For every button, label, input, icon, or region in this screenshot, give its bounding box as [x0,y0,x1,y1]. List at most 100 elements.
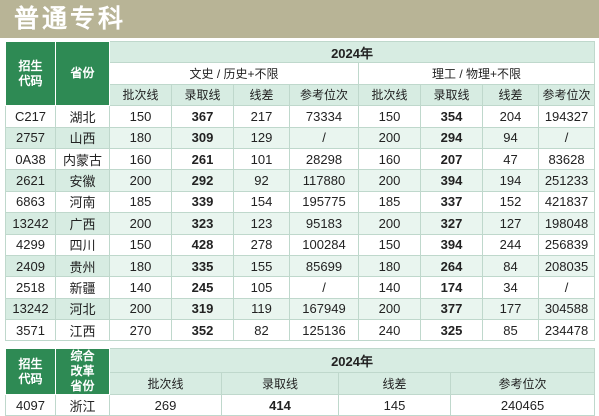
cell-arts-score-diff: 217 [233,105,290,128]
cell-province: 湖北 [55,105,110,128]
cell-science-reference-rank: 208035 [537,254,596,278]
header-arts-admission-score: 录取线 [171,83,234,107]
cell-science-batch-line: 200 [358,126,421,149]
header-arts-group: 文史 / 历史+不限 [109,62,359,85]
cell-province: 四川 [55,233,110,256]
cell-science-admission-score: 394 [420,233,483,256]
cell-arts-batch-line: 200 [109,169,172,192]
cell-arts-batch-line: 150 [109,105,172,128]
cell-arts-reference-rank: 167949 [289,297,359,321]
cell-science-admission-score: 377 [420,297,483,321]
cell-arts-batch-line: 180 [109,254,172,278]
cell-arts-score-diff: 155 [233,254,290,278]
cell-score-diff: 145 [338,394,451,416]
cell-arts-score-diff: 123 [233,212,290,235]
header-science-score-diff: 线差 [482,83,539,107]
cell-science-batch-line: 200 [358,212,421,235]
cell-science-score-diff: 85 [482,319,539,342]
table-row: 2757 山西 180 309 129/200 294 94/ [5,126,596,149]
table-row: 4299 四川 150 428 278 100284 150 394 244 256839 [5,233,596,256]
header-batch-line: 批次线 [109,371,222,396]
cell-reference-rank: 240465 [449,394,596,416]
cell-science-batch-line: 180 [358,254,421,278]
cell-science-batch-line: 150 [358,233,421,256]
cell-arts-reference-rank: / [289,126,359,149]
header-score-diff: 线差 [338,371,451,396]
cell-arts-score-diff: 119 [233,297,290,321]
header-code: 招生代码 [5,40,56,107]
cell-arts-score-diff: 278 [233,233,290,256]
table-row: 6863 河南 185 339 154 195775 185 337 152 421837 [5,190,596,214]
cell-arts-score-diff: 92 [233,169,290,192]
cell-arts-admission-score: 261 [171,147,234,171]
cell-arts-reference-rank: 95183 [289,212,359,235]
cell-arts-admission-score: 352 [171,319,234,342]
cell-science-score-diff: 47 [482,147,539,171]
header-arts-score-diff: 线差 [233,83,290,107]
cell-science-reference-rank: 251233 [537,169,596,192]
cell-province: 江西 [55,319,110,342]
cell-code: 4097 [5,394,56,416]
cell-science-reference-rank: 256839 [537,233,596,256]
cell-arts-score-diff: 105 [233,276,290,299]
header-reference-rank: 参考位次 [449,371,596,396]
table-row: 13242 河北 200 319 119 167949 200 377 177 304588 [5,297,596,321]
cell-science-reference-rank: 304588 [537,297,596,321]
cell-province: 浙江 [55,394,110,416]
table-row: 2518 新疆 140 245 105/140 174 34/ [5,276,596,299]
cell-science-score-diff: 34 [482,276,539,299]
table-row: 2409 贵州 180 335 155 85699 180 264 84 208035 [5,254,596,278]
cell-code: 6863 [5,190,56,214]
cell-code: 13242 [5,212,56,235]
cell-arts-reference-rank: 125136 [289,319,359,342]
cell-science-reference-rank: / [537,126,596,149]
cell-arts-reference-rank: 28298 [289,147,359,171]
cell-science-admission-score: 325 [420,319,483,342]
cell-arts-reference-rank: 117880 [289,169,359,192]
cell-science-reference-rank: 198048 [537,212,596,235]
cell-arts-score-diff: 101 [233,147,290,171]
cell-arts-reference-rank: 73334 [289,105,359,128]
cell-science-admission-score: 264 [420,254,483,278]
cell-province: 河北 [55,297,110,321]
cell-arts-score-diff: 154 [233,190,290,214]
cell-science-score-diff: 84 [482,254,539,278]
cell-science-admission-score: 394 [420,169,483,192]
header-year: 2024年 [108,348,596,373]
cell-province: 河南 [55,190,110,214]
cell-arts-batch-line: 180 [109,126,172,149]
cell-arts-admission-score: 323 [171,212,234,235]
table-row: C217 湖北 150 367 217 73334 150 354 204 194327 [5,105,596,128]
admission-table-regular: 招生代码 省份 2024年 文史 / 历史+不限 理工 / 物理+不限 批次线录… [5,40,596,342]
table-row: 2621 安徽 200 292 92 117880 200 394 194 251233 [5,169,596,192]
cell-arts-admission-score: 319 [171,297,234,321]
cell-science-score-diff: 94 [482,126,539,149]
cell-science-reference-rank: 234478 [537,319,596,342]
cell-province: 内蒙古 [55,147,110,171]
cell-science-score-diff: 152 [482,190,539,214]
cell-science-admission-score: 327 [420,212,483,235]
cell-arts-admission-score: 335 [171,254,234,278]
cell-batch-line: 269 [109,394,222,416]
header-science-admission-score: 录取线 [420,83,483,107]
cell-province: 安徽 [55,169,110,192]
cell-arts-admission-score: 367 [171,105,234,128]
header-science-batch-line: 批次线 [358,83,421,107]
cell-arts-batch-line: 200 [109,212,172,235]
cell-arts-reference-rank: 85699 [289,254,359,278]
cell-arts-admission-score: 339 [171,190,234,214]
cell-arts-reference-rank: 100284 [289,233,359,256]
cell-arts-batch-line: 160 [109,147,172,171]
cell-code: 4299 [5,233,56,256]
cell-science-reference-rank: 83628 [537,147,596,171]
cell-science-batch-line: 150 [358,105,421,128]
cell-science-score-diff: 244 [482,233,539,256]
cell-code: 2518 [5,276,56,299]
cell-arts-score-diff: 82 [233,319,290,342]
cell-science-batch-line: 160 [358,147,421,171]
cell-arts-batch-line: 200 [109,297,172,321]
cell-science-batch-line: 200 [358,169,421,192]
cell-science-batch-line: 200 [358,297,421,321]
cell-admission-score: 414 [221,394,339,416]
page-title: 普通专科 [14,4,127,33]
